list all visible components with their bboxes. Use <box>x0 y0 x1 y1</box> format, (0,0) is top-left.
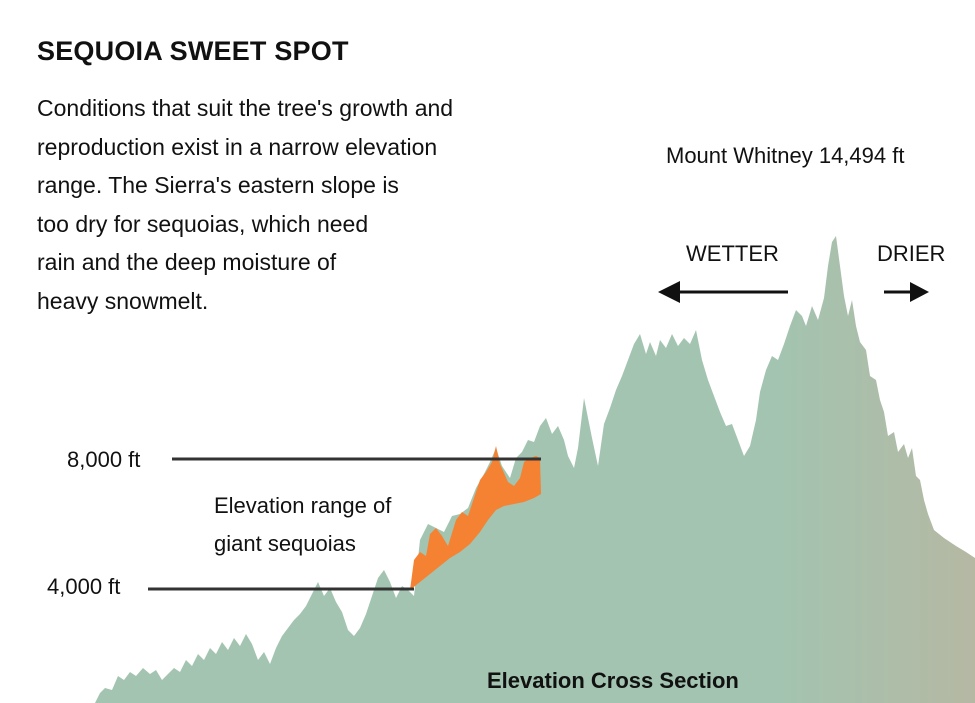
sequoia-range-label: Elevation range of <box>214 493 392 518</box>
elevation-label-4000: 4,000 ft <box>47 574 120 599</box>
diagram-title: SEQUOIA SWEET SPOT <box>37 36 349 66</box>
description-line: Conditions that suit the tree's growth a… <box>37 95 454 121</box>
sequoia-range-band <box>410 446 541 590</box>
sequoia-range-label: giant sequoias <box>214 531 356 556</box>
elevation-label-8000: 8,000 ft <box>67 447 140 472</box>
right-arrow-icon <box>910 282 929 302</box>
description: Conditions that suit the tree's growth a… <box>37 89 537 320</box>
description-line: heavy snowmelt. <box>37 287 209 314</box>
description-line: reproduction exist in a narrow elevation <box>37 133 438 160</box>
drier-label: DRIER <box>877 241 945 266</box>
wetter-label: WETTER <box>686 241 779 266</box>
section-caption: Elevation Cross Section <box>487 668 739 693</box>
left-arrow-icon <box>658 281 680 303</box>
description-line: range. The Sierra's eastern slope is <box>37 172 399 198</box>
description-line: rain and the deep moisture of <box>37 249 337 275</box>
mount-whitney-label: Mount Whitney 14,494 ft <box>666 143 904 168</box>
description-line: too dry for sequoias, which need <box>37 210 369 237</box>
